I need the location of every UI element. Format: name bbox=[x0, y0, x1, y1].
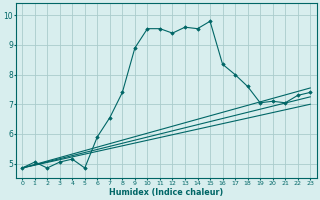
X-axis label: Humidex (Indice chaleur): Humidex (Indice chaleur) bbox=[109, 188, 223, 197]
